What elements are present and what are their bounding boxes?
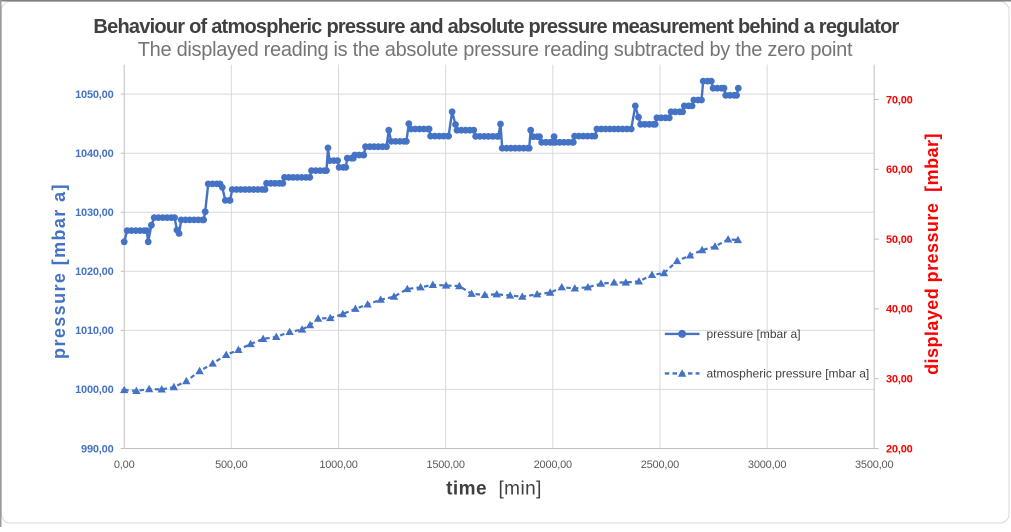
svg-text:3000,00: 3000,00 — [748, 459, 786, 471]
svg-text:50,00: 50,00 — [886, 234, 913, 246]
svg-text:1000,00: 1000,00 — [75, 384, 113, 396]
svg-text:atmospheric pressure [mbar a]: atmospheric pressure [mbar a] — [707, 367, 870, 381]
svg-text:2000,00: 2000,00 — [534, 459, 572, 471]
svg-text:1000,00: 1000,00 — [319, 459, 357, 471]
svg-text:pressure [mbar a]: pressure [mbar a] — [49, 183, 69, 359]
svg-text:500,00: 500,00 — [215, 459, 248, 471]
svg-text:0,00: 0,00 — [114, 459, 135, 471]
svg-text:1030,00: 1030,00 — [75, 207, 113, 219]
svg-text:40,00: 40,00 — [886, 304, 913, 316]
svg-text:1500,00: 1500,00 — [426, 459, 464, 471]
svg-text:displayed pressure [mbar]: displayed pressure [mbar] — [922, 133, 942, 375]
svg-text:The displayed reading is the a: The displayed reading is the absolute pr… — [138, 39, 853, 61]
svg-text:1010,00: 1010,00 — [75, 325, 113, 337]
svg-text:2500,00: 2500,00 — [641, 459, 679, 471]
svg-text:3500,00: 3500,00 — [855, 459, 893, 471]
svg-text:1050,00: 1050,00 — [75, 89, 113, 101]
svg-text:pressure [mbar a]: pressure [mbar a] — [707, 327, 801, 341]
svg-text:1040,00: 1040,00 — [75, 148, 113, 160]
svg-text:Behaviour of atmospheric press: Behaviour of atmospheric pressure and ab… — [93, 16, 899, 38]
svg-text:990,00: 990,00 — [81, 443, 114, 455]
svg-text:time [min]: time [min] — [446, 479, 542, 500]
svg-text:1020,00: 1020,00 — [75, 266, 113, 278]
svg-text:20,00: 20,00 — [886, 443, 913, 455]
svg-text:70,00: 70,00 — [886, 94, 913, 106]
svg-text:60,00: 60,00 — [886, 164, 913, 176]
svg-text:30,00: 30,00 — [886, 374, 913, 386]
